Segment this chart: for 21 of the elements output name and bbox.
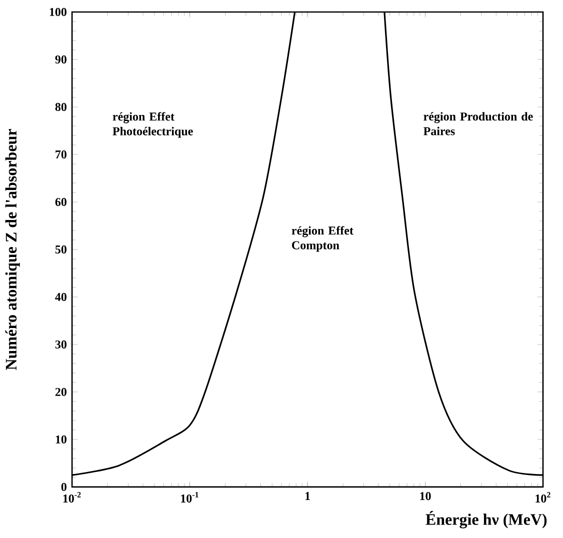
y-tick-label: 60	[55, 198, 66, 206]
x-tick-label: 10$^{-2}$	[63, 492, 81, 503]
y-tick-label: 10	[56, 436, 66, 444]
x-axis-title: Énergie hν (MeV)	[426, 511, 547, 528]
y-tick-label: 40	[55, 293, 66, 302]
y-tick-label: 50	[55, 246, 66, 254]
y-tick-label: 30	[55, 340, 66, 349]
y-tick-label: 0	[61, 483, 66, 492]
x-tick-label: 10$^{-1}$	[181, 492, 198, 503]
y-tick-label: 80	[55, 103, 66, 112]
annotation: région Effet Photoélectrique	[112, 112, 193, 138]
x-tick-label: 10	[420, 492, 431, 500]
y-tick-label: 20	[55, 388, 66, 396]
y-tick-label: 90	[55, 56, 66, 64]
annotation: région Effet Compton	[292, 226, 354, 252]
y-tick-label: 100	[50, 8, 66, 16]
y-axis-title: Numéro atomique Z de l'absorbeur	[5, 129, 20, 370]
x-tick-label: 1	[305, 492, 310, 500]
annotation: région Production de Paires	[424, 112, 533, 136]
y-tick-label: 70	[56, 150, 66, 159]
x-tick-label: 10$^{2}$	[536, 492, 550, 503]
